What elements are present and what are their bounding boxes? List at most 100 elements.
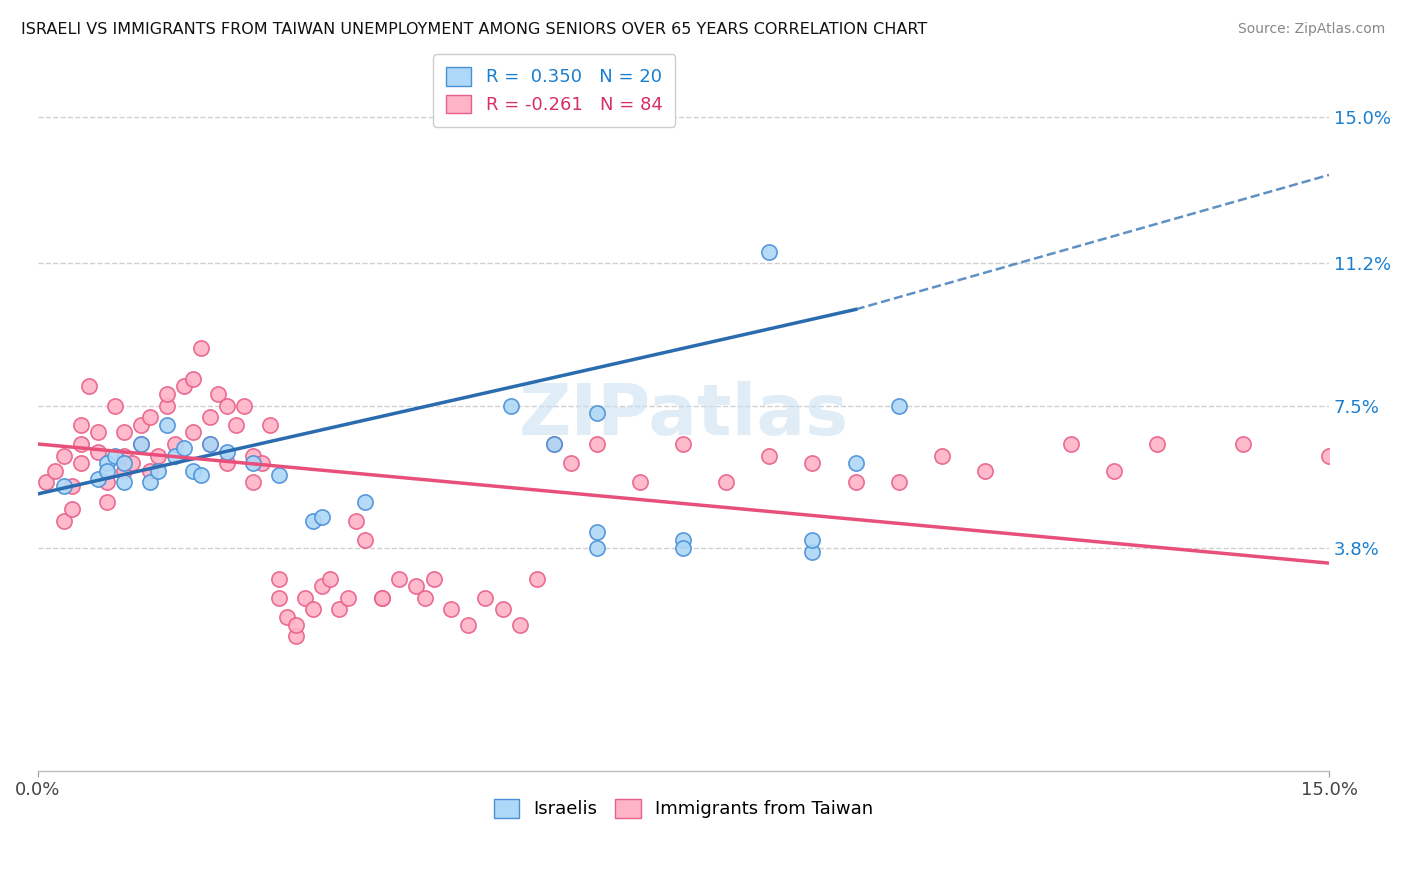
Point xyxy=(716,475,738,490)
Text: ZIPatlas: ZIPatlas xyxy=(519,381,848,450)
Point xyxy=(1102,464,1125,478)
Point xyxy=(129,437,152,451)
Point xyxy=(801,456,824,470)
Point xyxy=(801,533,824,547)
Point xyxy=(44,464,66,478)
Point xyxy=(887,475,910,490)
Point xyxy=(758,244,780,259)
Point xyxy=(207,387,229,401)
Point xyxy=(353,533,375,547)
Point xyxy=(1232,437,1254,451)
Point xyxy=(60,502,83,516)
Point xyxy=(190,341,212,355)
Point xyxy=(259,417,281,432)
Point xyxy=(52,514,75,528)
Point xyxy=(165,449,187,463)
Point xyxy=(173,441,195,455)
Point xyxy=(405,579,427,593)
Point xyxy=(225,417,247,432)
Point xyxy=(138,475,160,490)
Point xyxy=(112,449,135,463)
Point xyxy=(60,479,83,493)
Point xyxy=(1060,437,1083,451)
Point xyxy=(52,479,75,493)
Point xyxy=(217,444,239,458)
Point xyxy=(388,572,411,586)
Point xyxy=(79,379,101,393)
Point xyxy=(1146,437,1168,451)
Point xyxy=(242,456,264,470)
Point xyxy=(173,379,195,393)
Point xyxy=(353,494,375,508)
Point xyxy=(96,464,118,478)
Point xyxy=(87,444,110,458)
Point xyxy=(457,617,479,632)
Point xyxy=(112,464,135,478)
Point xyxy=(560,456,582,470)
Point xyxy=(311,579,333,593)
Point xyxy=(672,437,695,451)
Point xyxy=(501,399,523,413)
Point xyxy=(543,437,565,451)
Point xyxy=(628,475,651,490)
Point xyxy=(138,410,160,425)
Point xyxy=(112,456,135,470)
Point xyxy=(371,591,394,605)
Point xyxy=(413,591,436,605)
Point xyxy=(276,610,298,624)
Point xyxy=(474,591,496,605)
Point xyxy=(96,456,118,470)
Point xyxy=(112,475,135,490)
Point xyxy=(844,456,866,470)
Point xyxy=(198,410,221,425)
Point xyxy=(371,591,394,605)
Point xyxy=(543,437,565,451)
Point xyxy=(69,456,91,470)
Point xyxy=(336,591,359,605)
Point xyxy=(672,541,695,555)
Point xyxy=(52,449,75,463)
Point xyxy=(758,449,780,463)
Point xyxy=(96,475,118,490)
Point xyxy=(181,425,204,440)
Point xyxy=(121,456,143,470)
Point xyxy=(491,602,513,616)
Point xyxy=(319,572,342,586)
Point xyxy=(586,437,609,451)
Point xyxy=(217,399,239,413)
Point xyxy=(96,494,118,508)
Point xyxy=(302,602,325,616)
Point xyxy=(284,629,307,643)
Point xyxy=(138,464,160,478)
Point xyxy=(233,399,256,413)
Point xyxy=(242,475,264,490)
Point xyxy=(586,525,609,540)
Point xyxy=(440,602,463,616)
Point xyxy=(672,533,695,547)
Text: ISRAELI VS IMMIGRANTS FROM TAIWAN UNEMPLOYMENT AMONG SENIORS OVER 65 YEARS CORRE: ISRAELI VS IMMIGRANTS FROM TAIWAN UNEMPL… xyxy=(21,22,928,37)
Point xyxy=(217,456,239,470)
Point xyxy=(973,464,995,478)
Point xyxy=(344,514,367,528)
Point xyxy=(294,591,316,605)
Point xyxy=(801,544,824,558)
Point xyxy=(35,475,58,490)
Point xyxy=(887,399,910,413)
Point xyxy=(242,449,264,463)
Point xyxy=(586,406,609,420)
Point xyxy=(328,602,350,616)
Text: Source: ZipAtlas.com: Source: ZipAtlas.com xyxy=(1237,22,1385,37)
Point xyxy=(198,437,221,451)
Point xyxy=(250,456,273,470)
Point xyxy=(156,387,179,401)
Point xyxy=(165,437,187,451)
Point xyxy=(148,464,170,478)
Point xyxy=(87,425,110,440)
Point xyxy=(104,449,127,463)
Point xyxy=(311,510,333,524)
Point xyxy=(87,472,110,486)
Point xyxy=(181,464,204,478)
Point xyxy=(112,425,135,440)
Point xyxy=(267,591,290,605)
Point xyxy=(69,437,91,451)
